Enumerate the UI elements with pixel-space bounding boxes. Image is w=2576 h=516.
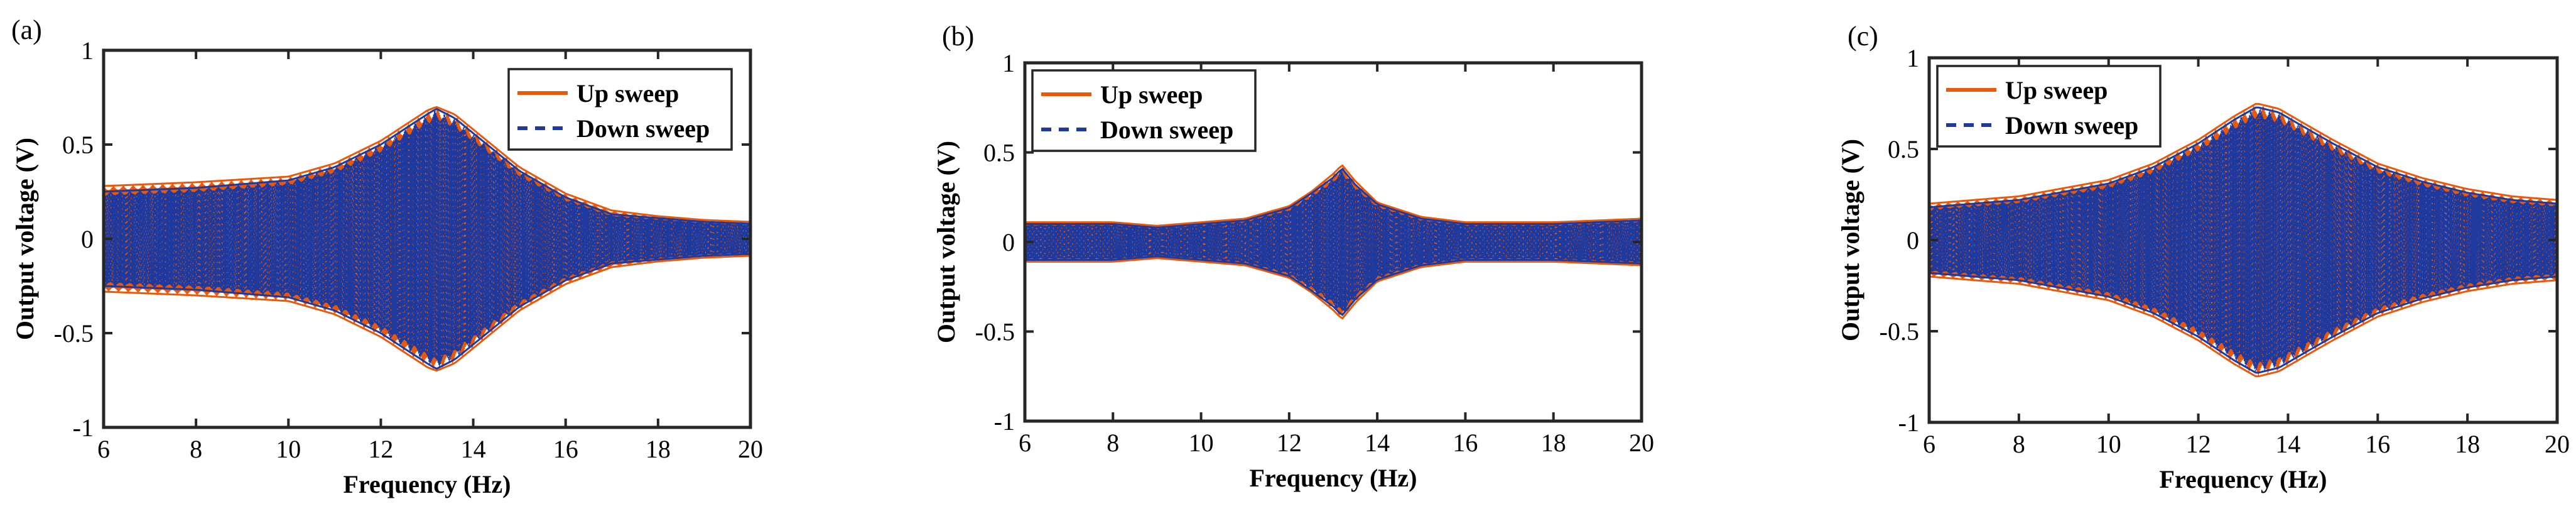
panel-label: (a): [11, 14, 42, 45]
y-tick-label: -0.5: [54, 319, 94, 348]
x-tick-label: 20: [2545, 430, 2570, 458]
y-tick-label: 1: [1907, 44, 1919, 72]
legend-label: Up sweep: [576, 79, 679, 107]
y-tick-label: 1: [1002, 49, 1015, 77]
y-tick-label: 0.5: [1888, 135, 1919, 163]
x-tick-label: 10: [276, 435, 301, 463]
panel-label: (c): [1848, 21, 1878, 52]
series-envelope-upper: [1929, 102, 2557, 205]
series-envelope-upper: [104, 106, 750, 223]
y-tick-label: 0: [81, 225, 94, 253]
legend-label: Up sweep: [2005, 76, 2108, 104]
series-envelope-upper: [1929, 106, 2557, 209]
chart-panel-1: (a) 6 8 10 12 14 16 18 20 -1 -0.5 0 0.5 1 Frequency (H…: [11, 14, 763, 498]
series-envelope-lower: [1025, 255, 1642, 317]
legend: Up sweep Down sweep: [1936, 65, 2162, 148]
legend-label: Down sweep: [576, 114, 710, 143]
chart-panel-2: (b) 6 8 10 12 14 16 18 20 -1 -0.5 0 0.5 1 Frequency (H…: [932, 21, 1654, 492]
series-envelope-lower: [1025, 257, 1642, 320]
x-tick-label: 18: [1541, 429, 1566, 457]
legend-label: Down sweep: [1100, 116, 1233, 144]
x-tick-label: 8: [1107, 429, 1119, 457]
legend-box: [507, 68, 733, 151]
y-tick-label: 0.5: [983, 139, 1015, 167]
x-tick-label: 16: [2365, 430, 2390, 458]
y-tick-label: -0.5: [1880, 317, 1919, 346]
legend: Up sweep Down sweep: [507, 68, 733, 151]
y-tick-label: 1: [81, 36, 94, 65]
x-tick-label: 14: [2275, 430, 2300, 458]
x-tick-label: 10: [2096, 430, 2121, 458]
x-tick-label: 6: [1923, 430, 1935, 458]
x-tick-label: 18: [646, 435, 671, 463]
x-tick-label: 6: [1019, 429, 1031, 457]
x-axis-label: Frequency (Hz): [344, 470, 511, 498]
legend-box: [1936, 65, 2162, 148]
y-tick-label: 0: [1002, 228, 1015, 256]
x-tick-label: 16: [1453, 429, 1478, 457]
series-envelope-lower: [1929, 272, 2557, 374]
x-tick-label: 20: [1629, 429, 1654, 457]
series-envelope-upper: [1025, 167, 1642, 229]
x-tick-label: 12: [368, 435, 393, 463]
legend-label: Down sweep: [2005, 111, 2138, 140]
x-tick-label: 8: [2013, 430, 2025, 458]
plot-area: [1025, 164, 1642, 320]
x-tick-label: 14: [1365, 429, 1390, 457]
series-envelope-lower: [104, 255, 750, 372]
x-tick-label: 12: [1277, 429, 1302, 457]
y-tick-label: 0: [1907, 226, 1919, 255]
series-envelope-lower: [104, 253, 750, 370]
x-tick-label: 14: [461, 435, 486, 463]
plot-area: [1929, 102, 2557, 378]
y-tick-label: -1: [73, 414, 94, 442]
series-envelope-upper: [104, 107, 750, 225]
x-axis-label: Frequency (Hz): [2160, 465, 2327, 493]
x-tick-label: 10: [1189, 429, 1214, 457]
series-line-down-sweep: [1929, 109, 2557, 373]
y-axis-label: Output voltage (V): [11, 138, 39, 340]
y-tick-label: -1: [994, 407, 1015, 436]
x-tick-label: 12: [2186, 430, 2211, 458]
series-line-down-sweep: [104, 111, 750, 368]
x-tick-label: 20: [738, 435, 763, 463]
legend-label: Up sweep: [1100, 80, 1203, 109]
legend: Up sweep Down sweep: [1031, 69, 1257, 152]
chart-panel-3: (c) 6 8 10 12 14 16 18 20 -1 -0.5 0 0.5 1 Frequency (H…: [1836, 21, 2570, 493]
x-tick-label: 16: [553, 435, 578, 463]
y-axis-label: Output voltage (V): [932, 141, 960, 343]
series-line-down-sweep: [1025, 170, 1642, 312]
y-tick-label: -1: [1898, 409, 1919, 437]
x-tick-label: 8: [190, 435, 202, 463]
x-tick-label: 18: [2455, 430, 2480, 458]
y-axis-label: Output voltage (V): [1836, 139, 1864, 341]
x-tick-label: 6: [97, 435, 110, 463]
plot-area: [104, 106, 750, 372]
y-tick-label: -0.5: [975, 318, 1015, 346]
x-axis-label: Frequency (Hz): [1250, 464, 1417, 492]
series-envelope-lower: [1929, 275, 2557, 378]
panel-label: (b): [942, 21, 974, 52]
y-tick-label: 0.5: [62, 131, 94, 159]
legend-box: [1031, 69, 1257, 152]
series-envelope-upper: [1025, 164, 1642, 227]
